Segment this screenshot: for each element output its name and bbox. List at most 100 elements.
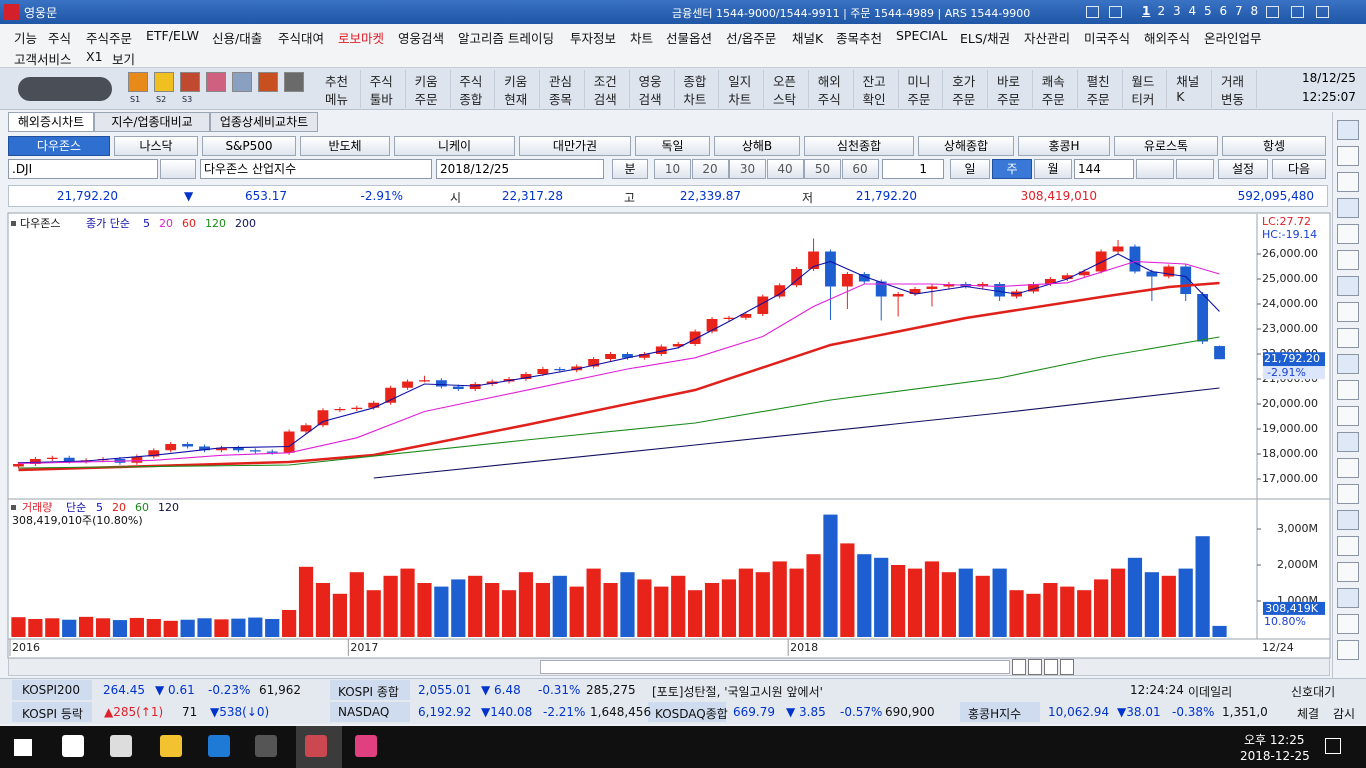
toolbar-button-label[interactable]: 바로 xyxy=(997,74,1021,89)
window-button[interactable] xyxy=(1109,6,1122,18)
toolbar-button-label[interactable]: 추천 xyxy=(325,74,349,89)
screen-number[interactable]: 4 xyxy=(1188,4,1197,18)
ticker-item[interactable]: 신호대기 xyxy=(1291,685,1336,699)
toolbar-button-label[interactable]: 일지 xyxy=(728,74,752,89)
index-button[interactable]: 독일 xyxy=(635,136,710,156)
toolbar-button-label[interactable]: 키움 xyxy=(414,74,438,89)
taskbar-icon[interactable] xyxy=(208,735,230,757)
toolbar-button-label[interactable]: 메뉴 xyxy=(325,92,349,107)
toolbar-button-label[interactable]: 주문 xyxy=(952,92,976,107)
menu-item[interactable]: 기능 xyxy=(14,31,38,46)
index-button[interactable]: 심천종합 xyxy=(804,136,914,156)
toolbar-button-label[interactable]: 해외 xyxy=(817,74,841,89)
toolbar-button-label[interactable]: 티커 xyxy=(1131,92,1155,107)
search-box[interactable] xyxy=(18,77,112,101)
tool-button[interactable] xyxy=(1176,159,1214,179)
taskbar-icon[interactable] xyxy=(62,735,84,757)
toolbar-button-label[interactable]: 조건 xyxy=(593,74,617,89)
toolbar-button[interactable] xyxy=(989,70,1033,108)
side-tool[interactable] xyxy=(1337,510,1359,530)
menu-item[interactable]: 고객서비스 xyxy=(14,52,72,67)
tool-icon[interactable] xyxy=(128,72,148,92)
menu-item[interactable]: 선/옵주문 xyxy=(726,31,777,46)
side-tool[interactable] xyxy=(1337,172,1359,192)
minute-option[interactable]: 40 xyxy=(766,159,804,179)
screen-number[interactable]: 1 xyxy=(1142,4,1151,18)
symbol-field[interactable]: .DJI xyxy=(8,159,158,179)
toolbar-button[interactable] xyxy=(810,70,854,108)
side-tool[interactable] xyxy=(1337,328,1359,348)
side-tool[interactable] xyxy=(1337,120,1359,140)
toolbar-button-label[interactable]: 주문 xyxy=(414,92,438,107)
toolbar-button-label[interactable]: 주식 xyxy=(369,74,393,89)
toolbar-button-label[interactable]: 관심 xyxy=(549,74,573,89)
menu-item[interactable]: 투자정보 xyxy=(570,31,617,46)
side-tool[interactable] xyxy=(1337,276,1359,296)
window-button[interactable] xyxy=(1316,6,1329,18)
screen-number[interactable]: 3 xyxy=(1173,4,1181,18)
menu-item[interactable]: 알고리즘 트레이딩 xyxy=(458,31,554,46)
minute-option[interactable]: 20 xyxy=(691,159,729,179)
tab[interactable]: 업종상세비교차트 xyxy=(210,112,318,132)
period-button[interactable]: 일 xyxy=(950,159,990,179)
side-tool[interactable] xyxy=(1337,536,1359,556)
toolbar-button[interactable] xyxy=(631,70,675,108)
menu-item[interactable]: 온라인업무 xyxy=(1204,31,1262,46)
scroll-button[interactable] xyxy=(1028,659,1042,675)
ticker-item[interactable]: 12:24:24 xyxy=(1130,683,1184,697)
toolbar-button-label[interactable]: 채널 xyxy=(1176,74,1200,89)
toolbar-button[interactable] xyxy=(675,70,720,108)
toolbar-button[interactable] xyxy=(1123,70,1168,108)
toolbar-button-label[interactable]: 툴바 xyxy=(369,92,393,107)
tool-icon[interactable] xyxy=(258,72,278,92)
toolbar-button[interactable] xyxy=(407,70,451,108)
period-button[interactable]: 월 xyxy=(1034,159,1072,179)
tab[interactable]: 해외증시차트 xyxy=(8,112,94,132)
index-button[interactable]: 니케이 xyxy=(394,136,515,156)
toolbar-button-label[interactable]: 쾌속 xyxy=(1041,74,1065,89)
toolbar-button-label[interactable]: 검색 xyxy=(593,92,617,107)
next-button[interactable]: 다음 xyxy=(1272,159,1326,179)
scroll-button[interactable] xyxy=(1012,659,1026,675)
toolbar-button-label[interactable]: 오픈 xyxy=(773,74,797,89)
side-tool[interactable] xyxy=(1337,198,1359,218)
menu-item[interactable]: 로보마켓 xyxy=(338,31,385,46)
slot-label[interactable]: S3 xyxy=(182,95,193,104)
toolbar-button-label[interactable]: 미니 xyxy=(907,74,931,89)
tool-button[interactable] xyxy=(1136,159,1174,179)
scroll-thumb[interactable] xyxy=(540,660,1010,674)
taskbar-icon[interactable] xyxy=(355,735,377,757)
date-field[interactable]: 2018/12/25 xyxy=(436,159,604,179)
start-button[interactable] xyxy=(14,739,32,756)
side-tool[interactable] xyxy=(1337,354,1359,374)
tool-icon[interactable] xyxy=(206,72,226,92)
side-tool[interactable] xyxy=(1337,406,1359,426)
toolbar-button-label[interactable]: 스탁 xyxy=(773,92,797,107)
window-button[interactable] xyxy=(1086,6,1099,18)
toolbar-button-label[interactable]: 현재 xyxy=(504,92,528,107)
slot-label[interactable]: S1 xyxy=(130,95,141,104)
toolbar-button-label[interactable]: 잔고 xyxy=(862,74,886,89)
toolbar-button-label[interactable]: 호가 xyxy=(952,74,976,89)
toolbar-button-label[interactable]: 주문 xyxy=(1041,92,1065,107)
side-tool[interactable] xyxy=(1337,302,1359,322)
toolbar-button[interactable] xyxy=(586,70,630,108)
side-tool[interactable] xyxy=(1337,432,1359,452)
menu-item[interactable]: ELS/채권 xyxy=(960,31,1011,46)
menu-item[interactable]: 채널K xyxy=(792,31,824,46)
toolbar-button[interactable] xyxy=(765,70,809,108)
ticker-item[interactable]: 감시 xyxy=(1333,707,1356,721)
toolbar-button[interactable] xyxy=(1079,70,1123,108)
ticker-item[interactable]: 체결 xyxy=(1297,707,1320,721)
menu-item[interactable]: 주식주문 xyxy=(86,31,133,46)
menu-item[interactable]: SPECIAL xyxy=(896,28,948,43)
toolbar-button-label[interactable]: 주문 xyxy=(907,92,931,107)
side-tool[interactable] xyxy=(1337,614,1359,634)
tab[interactable]: 지수/업종대비교 xyxy=(94,112,210,132)
side-tool[interactable] xyxy=(1337,588,1359,608)
menu-item[interactable]: 차트 xyxy=(630,31,654,46)
toolbar-button[interactable] xyxy=(1213,70,1257,108)
taskbar-icon[interactable] xyxy=(160,735,182,757)
menu-item[interactable]: 해외주식 xyxy=(1144,31,1191,46)
menu-item[interactable]: 보기 xyxy=(112,52,136,67)
